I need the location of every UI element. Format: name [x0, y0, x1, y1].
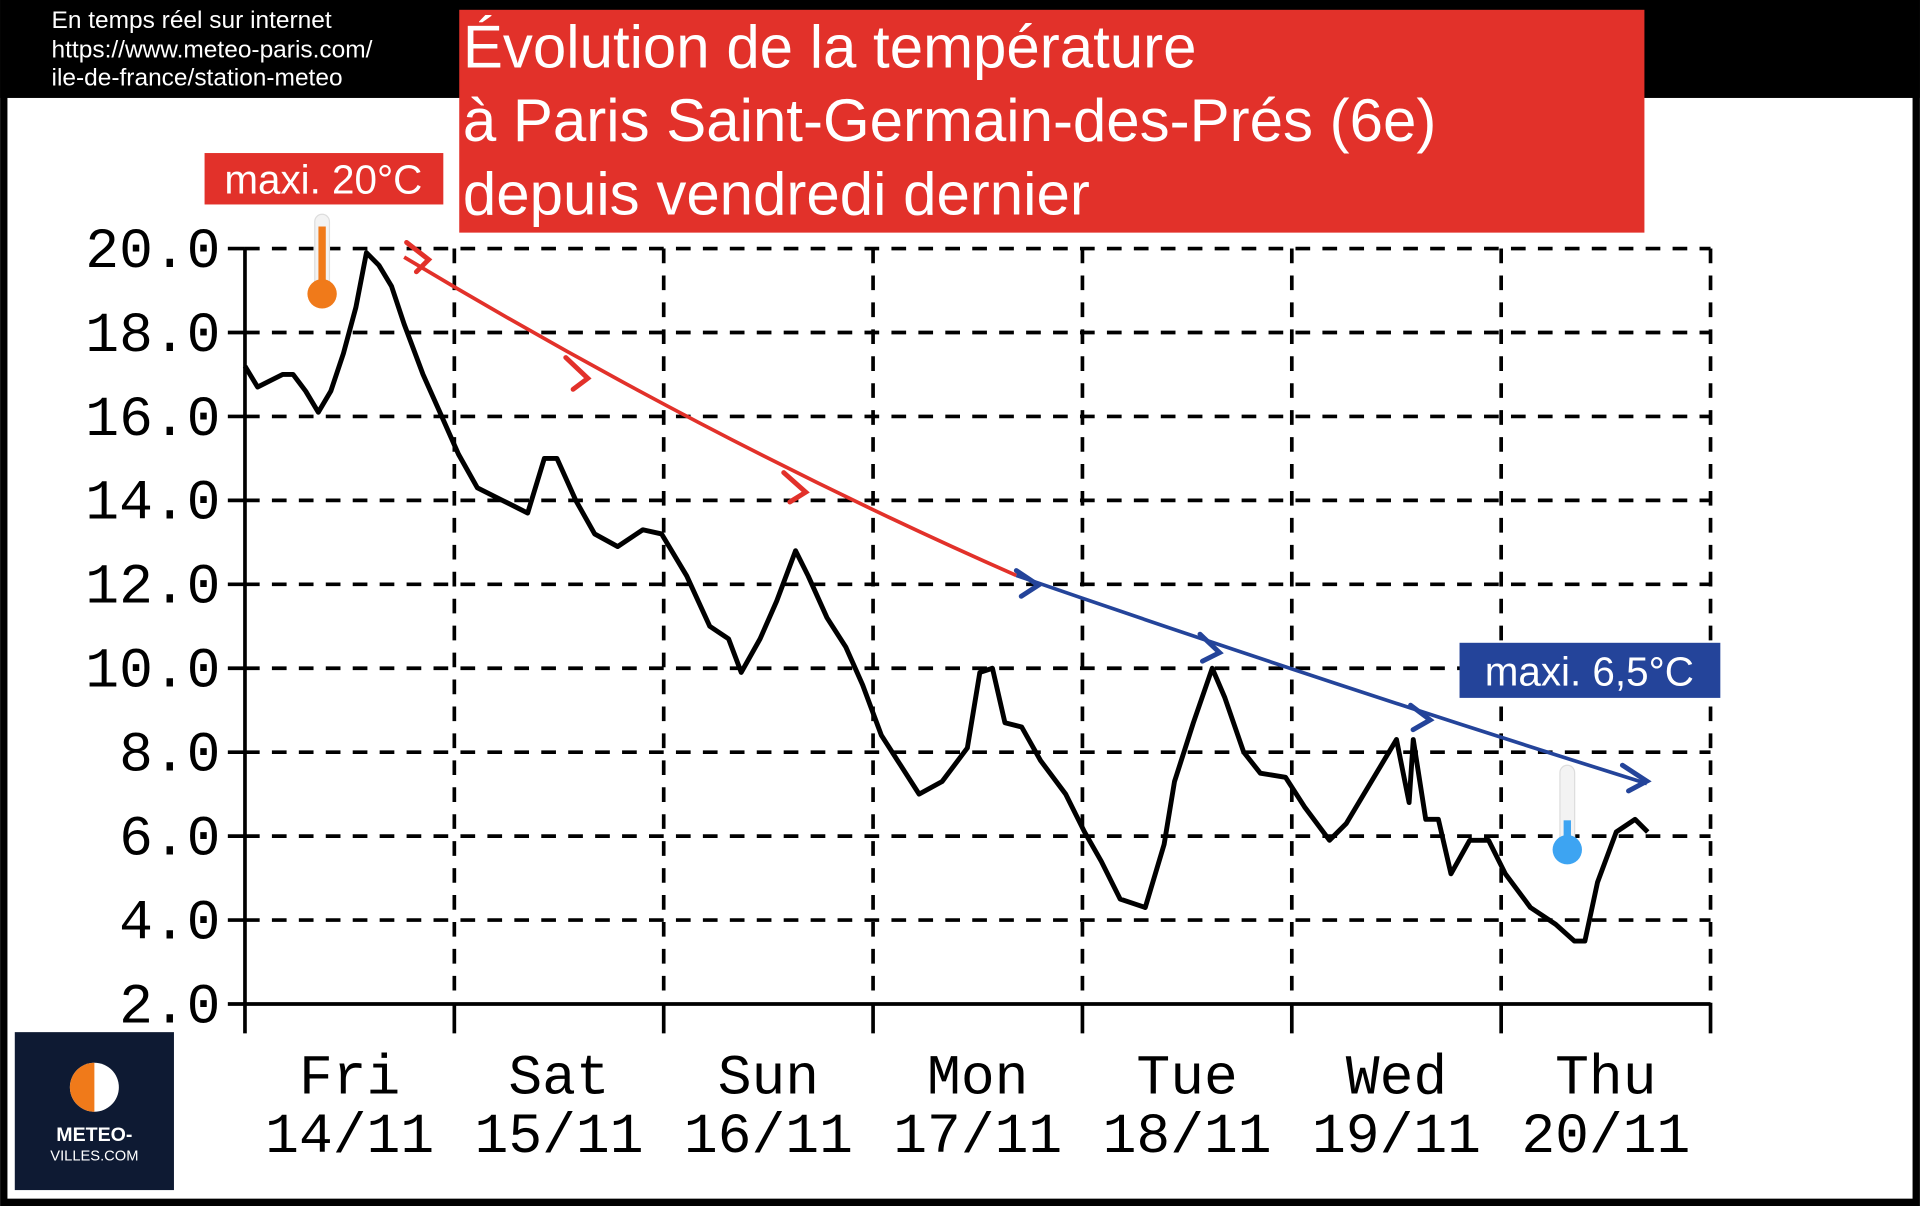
y-tick-label: 20.0: [85, 220, 220, 284]
title-box: [459, 9, 1645, 233]
annotation-box: [204, 153, 444, 205]
annotation-box: [1459, 642, 1721, 698]
x-tick-label: 16/11: [684, 1105, 853, 1169]
title: depuis vendredi dernier: [463, 160, 1090, 227]
plot-area: 2.04.06.08.010.012.014.016.018.020.0Fri1…: [85, 220, 1713, 1169]
x-tick-label: 17/11: [893, 1105, 1062, 1169]
x-tick-label: Fri: [299, 1046, 400, 1110]
x-tick-label: 19/11: [1312, 1105, 1481, 1169]
arrow-heads: [404, 239, 1652, 794]
x-tick-label: 18/11: [1103, 1105, 1272, 1169]
title: à Paris Saint-Germain-des-Prés (6e): [463, 87, 1436, 154]
thermometer-icon: [307, 213, 337, 309]
annotation: maxi. 20°C: [224, 156, 422, 202]
x-tick-label: Sat: [508, 1046, 609, 1110]
annotation: maxi. 6,5°C: [1485, 649, 1694, 695]
x-tick-label: 14/11: [265, 1105, 434, 1169]
x-tick-label: Wed: [1346, 1046, 1447, 1110]
x-tick-label: Thu: [1555, 1046, 1656, 1110]
x-tick-label: 20/11: [1521, 1105, 1690, 1169]
source-text: https://www.meteo-paris.com/: [52, 37, 373, 64]
logo-text: VILLES.COM: [50, 1149, 138, 1165]
y-tick-label: 18.0: [85, 304, 220, 368]
x-tick-label: Mon: [927, 1046, 1028, 1110]
x-tick-label: Tue: [1136, 1046, 1237, 1110]
y-tick-label: 12.0: [85, 556, 220, 620]
source-text: En temps réel sur internet: [52, 7, 332, 34]
x-tick-label: 15/11: [475, 1105, 644, 1169]
y-tick-label: 4.0: [119, 891, 220, 955]
trend-arrow: [1015, 573, 1648, 786]
y-tick-label: 10.0: [85, 640, 220, 704]
temperature-line: [242, 250, 1650, 944]
trend-arrow: [403, 255, 1018, 578]
logo-text: METEO-: [56, 1124, 132, 1146]
thermometer-icon: [1552, 764, 1582, 865]
x-tick-label: Sun: [718, 1046, 819, 1110]
y-tick-label: 14.0: [85, 472, 220, 536]
source-text: ile-de-france/station-meteo: [52, 65, 343, 92]
y-tick-label: 8.0: [119, 724, 220, 788]
title: Évolution de la température: [463, 13, 1197, 80]
y-tick-label: 6.0: [119, 807, 220, 871]
logo: METEO- VILLES.COM: [14, 1032, 174, 1191]
y-tick-label: 2.0: [119, 975, 220, 1039]
y-tick-label: 16.0: [85, 388, 220, 452]
